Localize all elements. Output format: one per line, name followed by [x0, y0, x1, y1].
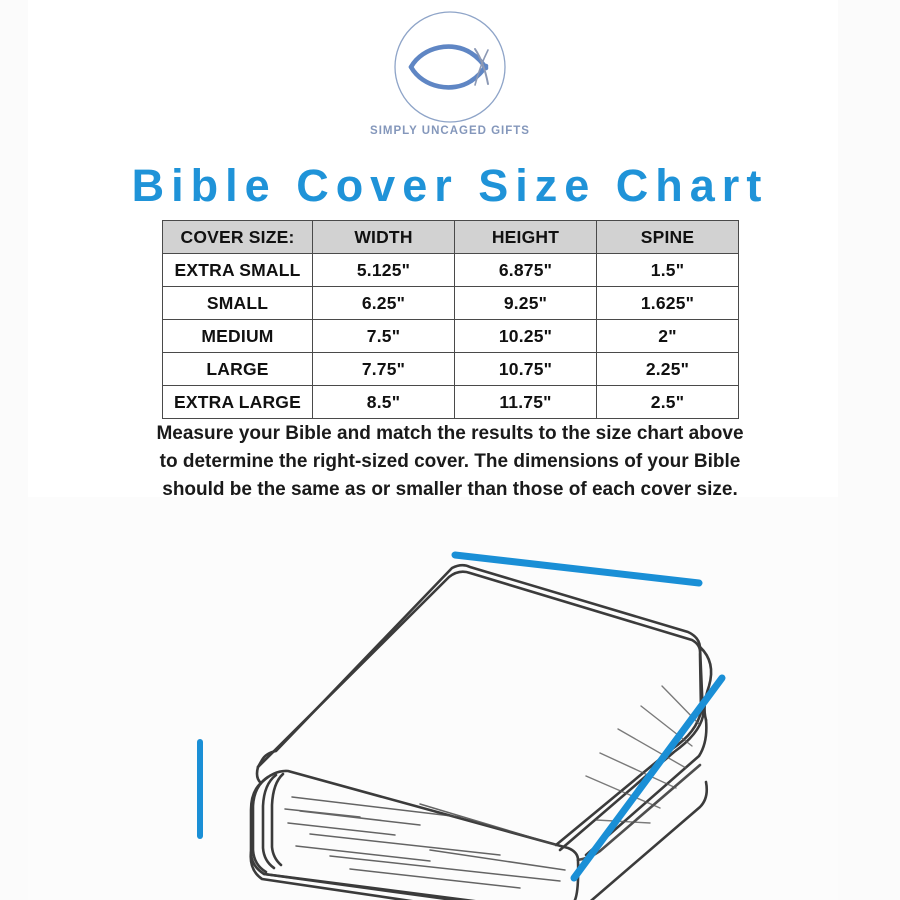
cell-size: EXTRA LARGE — [162, 385, 313, 419]
cell-size: LARGE — [162, 352, 313, 386]
column-header-cover-size: COVER SIZE: — [162, 220, 313, 254]
cell-size: MEDIUM — [162, 319, 313, 353]
brand-logo: SIMPLY UNCAGED GIFTS — [0, 8, 900, 137]
cell-spine: 2" — [596, 319, 739, 353]
cell-size: SMALL — [162, 286, 313, 320]
cell-spine: 2.5" — [596, 385, 739, 419]
cell-height: 9.25" — [454, 286, 597, 320]
background-strip-left — [0, 0, 28, 900]
table-header-row: COVER SIZE: WIDTH HEIGHT SPINE — [162, 220, 739, 254]
column-header-height: HEIGHT — [454, 220, 597, 254]
column-header-spine: SPINE — [596, 220, 739, 254]
cell-width: 7.75" — [312, 352, 455, 386]
instructions-text: Measure your Bible and match the results… — [156, 423, 744, 500]
table-row: EXTRA LARGE 8.5" 11.75" 2.5" — [162, 385, 739, 419]
cell-height: 6.875" — [454, 253, 597, 287]
cell-width: 7.5" — [312, 319, 455, 353]
column-header-width: WIDTH — [312, 220, 455, 254]
background-strip-right — [838, 0, 900, 900]
cell-size: EXTRA SMALL — [162, 253, 313, 287]
cell-height: 11.75" — [454, 385, 597, 419]
table-row: LARGE 7.75" 10.75" 2.25" — [162, 352, 739, 386]
width-measure-line — [451, 551, 703, 587]
table-row: MEDIUM 7.5" 10.25" 2" — [162, 319, 739, 353]
cell-spine: 1.625" — [596, 286, 739, 320]
cell-height: 10.25" — [454, 319, 597, 353]
cell-width: 5.125" — [312, 253, 455, 287]
cell-spine: 1.5" — [596, 253, 739, 287]
height-measure-line — [570, 674, 726, 882]
size-chart-table: COVER SIZE: WIDTH HEIGHT SPINE EXTRA SMA… — [162, 220, 739, 419]
cell-height: 10.75" — [454, 352, 597, 386]
page-title: Bible Cover Size Chart — [131, 160, 769, 211]
cell-width: 6.25" — [312, 286, 455, 320]
book-diagram: Width Height Spine Edge — [0, 520, 900, 900]
closed-book-illustration — [197, 551, 726, 900]
cell-width: 8.5" — [312, 385, 455, 419]
table-row: SMALL 6.25" 9.25" 1.625" — [162, 286, 739, 320]
cell-spine: 2.25" — [596, 352, 739, 386]
ichthys-fish-in-circle-icon — [391, 8, 509, 126]
brand-name: SIMPLY UNCAGED GIFTS — [370, 125, 530, 137]
table-row: EXTRA SMALL 5.125" 6.875" 1.5" — [162, 253, 739, 287]
